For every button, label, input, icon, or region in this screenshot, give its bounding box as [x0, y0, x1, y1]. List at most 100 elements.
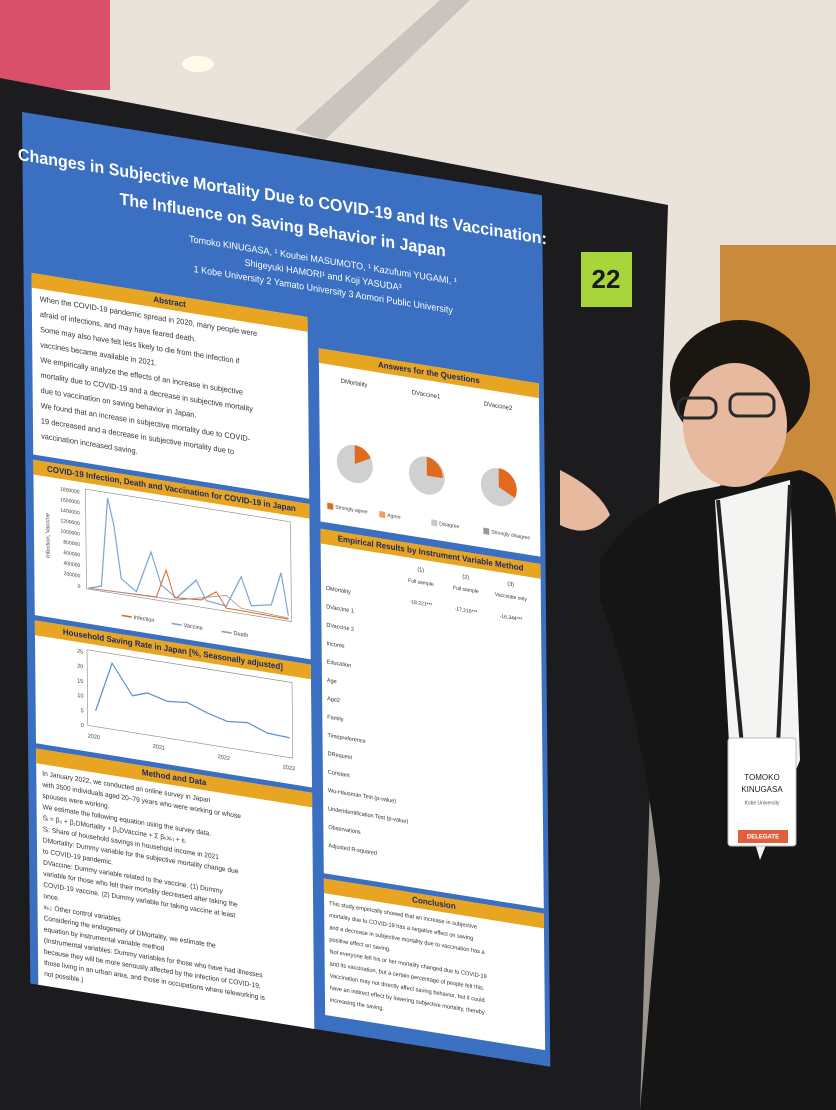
section-box: [318, 348, 541, 557]
glasses-left: [676, 396, 718, 420]
y-tick-label: 0: [78, 584, 81, 591]
legend-swatch: [431, 519, 438, 527]
legend-swatch: [483, 527, 490, 535]
y-tick-label: 1200000: [60, 518, 80, 527]
ceiling-light: [182, 56, 214, 72]
section-band: [320, 528, 541, 579]
section-band: [36, 748, 313, 808]
y-tick-label: 0: [81, 723, 84, 730]
table-row-label: Family: [327, 714, 343, 723]
legend-label: Vaccine: [184, 623, 203, 632]
glasses-right: [728, 392, 776, 418]
table-row-label: Observations: [328, 825, 361, 836]
x-tick-label: 2023: [283, 764, 295, 772]
hand: [560, 470, 610, 531]
badge: [727, 737, 797, 847]
legend-label: Strongly agree: [335, 504, 368, 515]
section-band: [323, 878, 544, 929]
table-row-label: DVaccine 2: [326, 623, 354, 634]
badge-role-band: [738, 830, 788, 843]
death-line: [88, 587, 289, 619]
table-cell: -18.221***: [410, 599, 433, 609]
y-tick-label: 25: [77, 649, 83, 656]
legend-label: Death: [234, 631, 249, 639]
section-band: [33, 459, 310, 519]
section-band: [318, 348, 539, 399]
y-tick-label: 400000: [64, 560, 81, 569]
y-tick-label: 1400000: [60, 508, 80, 517]
y-tick-label: 15: [77, 678, 83, 685]
section-box: [320, 528, 544, 909]
y-tick-label: 1800000: [60, 487, 80, 496]
y-tick-label: 20: [77, 663, 83, 670]
x-tick-label: 2022: [218, 754, 230, 762]
lanyard: [776, 484, 792, 746]
y-tick-label: 200000: [64, 571, 81, 580]
y-axis-label: Infection, Vaccine: [45, 513, 51, 559]
table-row-label: DMortality: [326, 586, 351, 596]
plot-area: [85, 488, 292, 623]
table-subhead: Full sample: [408, 578, 434, 588]
poster: Changes in Subjective Mortality Due to C…: [18, 112, 551, 1067]
legend-swatch: [221, 630, 232, 634]
table-column: (2): [462, 574, 469, 581]
board-number: 22: [592, 264, 621, 294]
table-row-label: Age: [327, 678, 337, 686]
legend-label: Agree: [387, 513, 400, 521]
fringe: [682, 326, 790, 390]
pie-slice: [426, 456, 443, 479]
section-box: [36, 748, 315, 1029]
section-box: [323, 878, 546, 1051]
legend-swatch: [327, 502, 334, 510]
answer-column: DVaccine2: [484, 401, 513, 413]
legend-swatch: [121, 614, 132, 618]
table-subhead: Full sample: [453, 585, 479, 595]
legend-swatch: [171, 622, 182, 626]
badge-affiliation: Kobe University: [744, 800, 780, 806]
legend-label: Infection: [134, 615, 155, 624]
y-tick-label: 1000000: [61, 529, 81, 538]
table-column: (3): [507, 581, 514, 588]
table-subhead: Vaccinate only: [495, 592, 528, 603]
section-box: [31, 272, 310, 499]
red-sign: [0, 0, 110, 90]
legend-label: Disagree: [439, 521, 459, 530]
section-box: [33, 459, 311, 660]
section-band: [34, 620, 311, 680]
y-tick-label: 800000: [63, 539, 80, 548]
table-row-label: Income: [327, 641, 345, 650]
badge-name: KINUGASA: [741, 785, 783, 794]
y-tick-label: 10: [77, 693, 83, 700]
body-line: once.: [43, 893, 59, 903]
lanyard: [716, 499, 744, 746]
answer-column: DVaccine1: [412, 389, 441, 401]
legend-swatch: [379, 510, 386, 519]
plot-area: [86, 649, 294, 759]
y-tick-label: 600000: [63, 550, 80, 559]
table-row-label: DVaccine 1: [326, 604, 354, 615]
y-tick-label: 1600000: [60, 497, 80, 506]
table-cell: -16.344***: [500, 613, 523, 623]
badge-role: DELEGATE: [747, 835, 779, 841]
person: [560, 320, 836, 1110]
table-cell: -17.216***: [455, 606, 478, 616]
pie-slice: [498, 468, 517, 499]
vent: [295, 0, 470, 140]
badge-name: TOMOKO: [744, 773, 779, 782]
face: [683, 363, 787, 487]
x-tick-label: 2020: [88, 733, 100, 741]
table-row-label: Constant: [328, 770, 350, 780]
board-number-tag: [581, 252, 632, 307]
section-band: [31, 272, 308, 332]
table-column: (1): [417, 567, 424, 574]
table-row-label: Education: [327, 659, 351, 669]
pie-slice: [354, 445, 371, 465]
y-tick-label: 5: [81, 708, 84, 715]
table-row-label: DRequest: [328, 751, 353, 761]
answer-column: DMortality: [341, 378, 369, 390]
table-row-label: Age2: [327, 696, 340, 704]
x-tick-label: 2021: [153, 744, 165, 752]
saving-line: [95, 661, 290, 739]
